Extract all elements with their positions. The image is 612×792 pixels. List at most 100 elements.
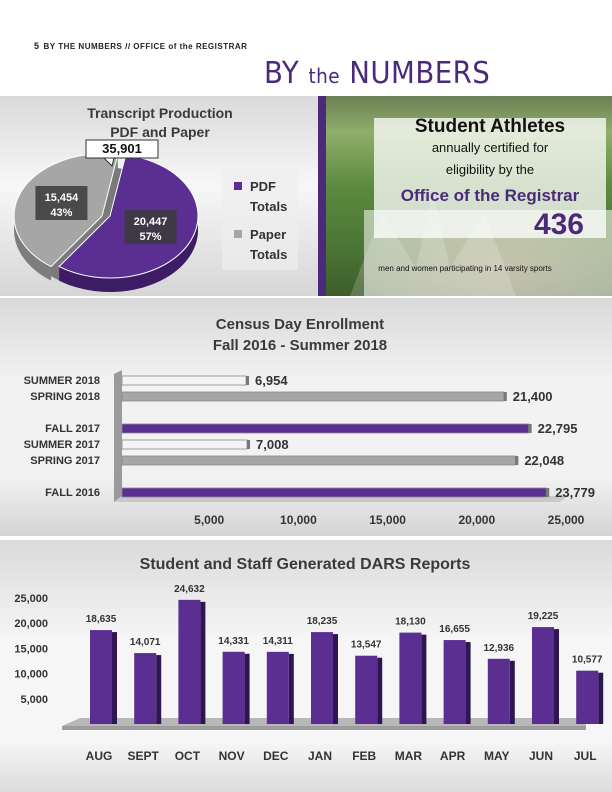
census-subtitle: Fall 2016 - Summer 2018 xyxy=(212,337,388,354)
census-value-label: 7,008 xyxy=(256,437,289,452)
census-x-tick: 20,000 xyxy=(458,513,495,527)
census-panel: Census Day Enrollment Fall 2016 - Summer… xyxy=(0,298,612,536)
dars-category-label: AUG xyxy=(86,749,113,763)
census-bar xyxy=(121,439,248,450)
dars-bar-side xyxy=(465,642,471,724)
dars-value-label: 18,635 xyxy=(86,614,117,625)
dars-value-label: 14,071 xyxy=(130,637,161,648)
pie-percent-label: 43% xyxy=(50,207,72,219)
dars-value-label: 16,655 xyxy=(439,624,470,635)
dars-chart: 5,000 10,000 15,000 20,000 25,000 18,635 AUG 14… xyxy=(14,584,604,763)
pie-subtitle: PDF and Paper xyxy=(110,124,210,140)
athletes-footnote: men and women participating in 14 varsit… xyxy=(378,264,552,273)
title-part-1: BY xyxy=(264,56,300,91)
census-bar xyxy=(121,455,516,466)
dars-category-label: DEC xyxy=(263,749,289,763)
pie-label-box xyxy=(35,185,88,220)
dars-bar xyxy=(90,630,112,724)
census-floor xyxy=(114,496,568,502)
pie-total-box xyxy=(85,139,159,159)
dars-bar-side xyxy=(377,657,383,724)
dars-bar-side xyxy=(244,653,250,724)
census-bar xyxy=(121,375,247,386)
dars-category-label: JAN xyxy=(308,749,332,763)
dars-value-label: 13,547 xyxy=(351,640,382,651)
census-bar-end xyxy=(503,392,507,401)
census-value-label: 22,795 xyxy=(538,421,578,436)
dars-category-label: MAR xyxy=(395,749,423,763)
pie-label-box xyxy=(124,210,177,245)
dars-bar-side xyxy=(554,629,559,724)
dars-category-label: JUL xyxy=(574,749,597,763)
dars-category-label: APR xyxy=(440,749,466,763)
dars-y-tick: 20,000 xyxy=(14,618,48,630)
pie-total-label: 35,901 xyxy=(102,141,142,156)
dars-value-label: 14,331 xyxy=(218,636,249,647)
panel-stripe xyxy=(318,96,326,296)
athletes-panel: Student Athletes annually certified for … xyxy=(318,96,612,296)
legend-label: Paper xyxy=(250,227,286,242)
dars-category-label: MAY xyxy=(484,749,510,763)
census-x-tick: 5,000 xyxy=(194,513,224,527)
census-category-label: SUMMER 2017 xyxy=(24,439,100,451)
dars-value-label: 19,225 xyxy=(528,611,559,622)
census-title: Census Day Enrollment xyxy=(215,316,385,333)
dars-bar xyxy=(443,640,466,724)
header-text: BY THE NUMBERS // OFFICE of the REGISTRA… xyxy=(43,42,248,51)
dars-value-label: 12,936 xyxy=(484,643,515,654)
legend-swatch xyxy=(234,182,242,190)
page-header: 5 BY THE NUMBERS // OFFICE of the REGISTR… xyxy=(34,41,247,51)
dars-bar-side xyxy=(288,653,294,724)
athletes-heading: Student Athletes xyxy=(414,116,566,137)
dars-value-label: 14,311 xyxy=(263,636,293,647)
athletes-line-1: annually certified for xyxy=(431,140,549,155)
athletes-line-2: eligibility by the xyxy=(445,162,535,177)
pie-chart: 20,447 57% 15,454 43% 35,901 PDF Totals Paper To… xyxy=(13,139,298,292)
census-category-label: SUMMER 2018 xyxy=(24,375,100,387)
census-bar-end xyxy=(247,440,251,449)
pie-value-label: 20,447 xyxy=(134,216,168,228)
pie-title: Transcript Production xyxy=(87,105,233,121)
transcript-panel: Transcript Production PDF and Paper 20,4… xyxy=(0,96,318,296)
dars-panel: Student and Staff Generated DARS Reports… xyxy=(0,540,612,792)
census-bar xyxy=(121,487,547,498)
pie-percent-label: 57% xyxy=(140,231,162,243)
dars-bar xyxy=(266,651,289,724)
census-bar-end xyxy=(515,456,519,465)
census-category-label: SPRING 2018 xyxy=(30,391,100,403)
census-value-label: 21,400 xyxy=(513,389,553,404)
dars-bar xyxy=(487,658,510,724)
dars-bar-side xyxy=(200,601,206,724)
legend-label: Totals xyxy=(250,247,287,262)
census-category-label: FALL 2016 xyxy=(45,487,100,499)
page-number: 5 xyxy=(34,41,40,51)
page-title: BY the NUMBERS xyxy=(264,56,490,91)
pie-value-label: 15,454 xyxy=(45,192,80,204)
athletes-count: 436 xyxy=(533,208,584,241)
legend-label: Totals xyxy=(250,199,287,214)
dars-value-label: 24,632 xyxy=(174,584,205,595)
dars-bar-side xyxy=(509,660,515,724)
dars-category-label: SEPT xyxy=(128,749,160,763)
dars-bar-side xyxy=(598,672,604,724)
dars-bar xyxy=(576,670,599,724)
dars-bar xyxy=(532,627,554,724)
census-category-label: FALL 2017 xyxy=(45,423,100,435)
dars-bar-side xyxy=(112,632,117,724)
dars-value-label: 18,235 xyxy=(307,616,338,627)
pie-slice-side xyxy=(59,155,199,292)
dars-bar xyxy=(399,632,422,724)
dars-bar xyxy=(178,599,201,724)
dars-category-label: NOV xyxy=(219,749,245,763)
dars-bar-side xyxy=(333,634,338,724)
census-chart: SUMMER 2018 6,954 SPRING 2018 21,400 FALL 20… xyxy=(24,370,595,527)
census-value-label: 22,048 xyxy=(524,453,564,468)
dars-bar-side xyxy=(421,634,427,724)
census-chart-title: Census Day Enrollment Fall 2016 - Summer… xyxy=(130,314,470,356)
census-value-label: 23,779 xyxy=(555,485,595,500)
dars-value-label: 18,130 xyxy=(395,617,426,628)
census-bar-end xyxy=(546,488,550,497)
title-part-2: the xyxy=(308,64,341,88)
pie-total-pointer xyxy=(102,157,115,167)
census-x-tick: 10,000 xyxy=(280,513,317,527)
